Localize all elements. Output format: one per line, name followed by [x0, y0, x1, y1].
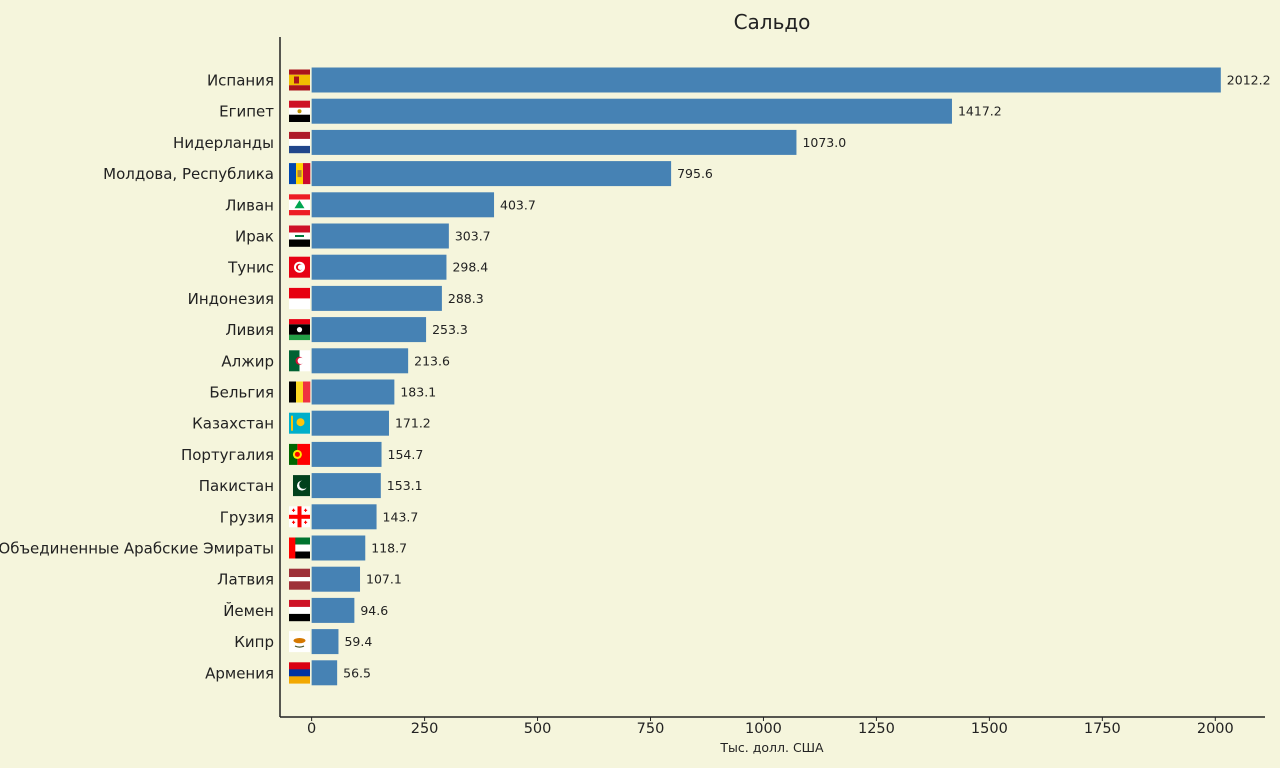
value-labels: 2012.2 1417.2 1073.0 795.6 403.7 303.7 298.4 28…: [343, 73, 1270, 681]
category-label: Алжир: [221, 352, 274, 370]
libya-flag-icon: [289, 319, 310, 341]
value-label: 298.4: [452, 260, 488, 275]
x-tick-label: 2000: [1197, 721, 1234, 737]
lebanon-flag-icon: [289, 194, 310, 216]
portugal-flag-icon: [289, 443, 310, 465]
bar: [311, 566, 361, 592]
armenia-flag-icon: [289, 662, 310, 684]
bar: [311, 441, 382, 467]
bars-group: [311, 67, 1221, 686]
moldova-flag-icon: [289, 163, 311, 185]
category-label: Ливан: [225, 196, 274, 214]
category-label: Молдова, Республика: [103, 165, 274, 183]
spain-flag-icon: [289, 69, 310, 91]
value-label: 1073.0: [802, 135, 846, 150]
bar: [311, 98, 952, 124]
category-label: Латвия: [217, 571, 274, 589]
category-label: Испания: [207, 72, 274, 90]
value-label: 118.7: [371, 541, 407, 556]
value-label: 183.1: [400, 385, 436, 400]
x-tick-label: 1250: [858, 721, 895, 737]
bar: [311, 254, 447, 280]
bar: [311, 67, 1221, 93]
bar: [311, 192, 495, 218]
pakistan-flag-icon: [293, 475, 310, 497]
uae-flag-icon: [289, 537, 310, 559]
x-tick-label: 0: [307, 721, 316, 737]
category-label: Тунис: [227, 259, 274, 277]
category-label: Ливия: [225, 321, 274, 339]
category-label: Йемен: [223, 601, 274, 620]
value-label: 153.1: [387, 478, 423, 493]
indonesia-flag-icon: [289, 287, 310, 310]
x-axis-label: Тыс. долл. США: [719, 740, 824, 755]
belgium-flag-icon: [289, 381, 311, 403]
cyprus-flag-icon: [289, 631, 310, 653]
x-tick-label: 1500: [971, 721, 1008, 737]
value-label: 213.6: [414, 353, 450, 368]
x-tick-label: 1000: [745, 721, 782, 737]
category-label: Бельгия: [209, 384, 274, 402]
x-tick-label: 750: [637, 721, 665, 737]
flags-group: [289, 69, 311, 684]
bar: [311, 348, 409, 374]
bar: [311, 129, 797, 155]
tunisia-flag-icon: [289, 256, 310, 278]
category-label: Португалия: [181, 446, 274, 464]
bar: [311, 535, 366, 561]
bar: [311, 161, 672, 187]
category-label: Армения: [205, 664, 274, 682]
bar: [311, 317, 427, 343]
category-label: Индонезия: [188, 290, 274, 308]
bar: [311, 379, 395, 405]
bar: [311, 597, 355, 623]
latvia-flag-icon: [289, 568, 310, 590]
value-label: 2012.2: [1227, 73, 1271, 88]
value-label: 154.7: [388, 447, 424, 462]
iraq-flag-icon: [289, 225, 310, 247]
bar: [311, 660, 338, 686]
bar: [311, 629, 339, 655]
georgia-flag-icon: [289, 506, 310, 528]
chart-title: Сальдо: [734, 10, 811, 34]
value-label: 59.4: [344, 634, 372, 649]
value-label: 171.2: [395, 416, 431, 431]
category-label: Ирак: [235, 228, 274, 246]
value-label: 795.6: [677, 166, 713, 181]
category-label: Грузия: [220, 508, 274, 526]
bar: [311, 410, 389, 436]
x-tick-label: 1750: [1084, 721, 1121, 737]
value-label: 253.3: [432, 322, 468, 337]
value-label: 94.6: [360, 603, 388, 618]
value-label: 288.3: [448, 291, 484, 306]
category-labels: Испания Египет Нидерланды Молдова, Республи…: [0, 72, 274, 683]
value-label: 303.7: [455, 229, 491, 244]
category-label: Казахстан: [192, 415, 274, 433]
value-label: 403.7: [500, 197, 536, 212]
bar: [311, 223, 449, 249]
category-label: Египет: [219, 103, 274, 121]
value-label: 143.7: [383, 509, 419, 524]
category-label: Объединенные Арабские Эмираты: [0, 540, 274, 558]
category-label: Пакистан: [199, 477, 274, 495]
value-label: 56.5: [343, 665, 371, 680]
kazakhstan-flag-icon: [289, 412, 310, 434]
bar: [311, 285, 442, 311]
yemen-flag-icon: [289, 599, 310, 622]
x-tick-label: 500: [524, 721, 552, 737]
x-axis-ticks: 0 250 500 750 1000 1250 1500 1750 2000: [307, 717, 1234, 737]
category-label: Нидерланды: [173, 134, 274, 152]
bar: [311, 473, 381, 499]
value-label: 1417.2: [958, 104, 1002, 119]
egypt-flag-icon: [289, 100, 310, 122]
x-tick-label: 250: [411, 721, 439, 737]
bar: [311, 504, 377, 530]
netherlands-flag-icon: [289, 131, 310, 154]
value-label: 107.1: [366, 572, 402, 587]
algeria-flag-icon: [289, 350, 311, 372]
category-label: Кипр: [234, 633, 274, 651]
